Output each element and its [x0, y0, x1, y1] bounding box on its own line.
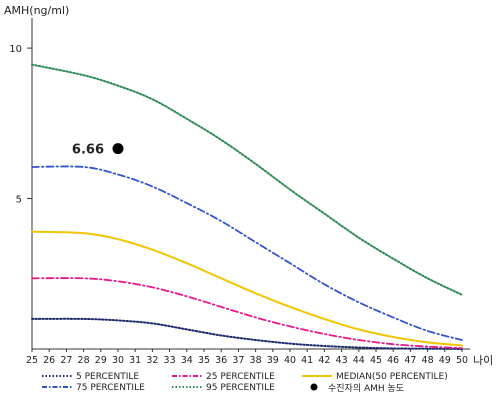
legend-label: 25 PERCENTILE [206, 372, 275, 382]
chart-series-lines [31, 63, 463, 350]
x-tick-label: 31 [129, 355, 141, 366]
x-tick-label: 26 [43, 355, 55, 366]
x-tick-label: 44 [353, 355, 365, 366]
legend-label: MEDIAN(50 PERCENTILE) [336, 372, 448, 382]
x-tick-label: 30 [112, 355, 124, 366]
x-tick-label: 50 [456, 355, 468, 366]
x-tick-label: 40 [284, 355, 296, 366]
x-tick-label: 35 [198, 355, 210, 366]
legend-label: 75 PERCENTILE [76, 383, 145, 393]
series-line-5-percentile [31, 317, 463, 350]
series-line-median-50-percentile [31, 230, 463, 347]
x-tick-label: 46 [387, 355, 399, 366]
legend-label: 95 PERCENTILE [206, 383, 275, 393]
x-tick-label: 41 [301, 355, 313, 366]
x-axis-title: 나이 [473, 354, 493, 367]
series-line-75-percentile [31, 165, 463, 341]
x-tick-label: 42 [318, 355, 330, 366]
x-tick-label: 34 [181, 355, 193, 366]
legend-marker-label: 수진자의 AMH 농도 [328, 383, 404, 394]
x-tick-label: 39 [267, 355, 279, 366]
x-tick-label: 43 [336, 355, 348, 366]
series-line-95-percentile [31, 63, 463, 296]
y-axis-title: AMH(ng/ml) [4, 4, 69, 17]
x-tick-label: 32 [146, 355, 158, 366]
x-tick-label: 38 [250, 355, 262, 366]
x-tick-label: 48 [422, 355, 434, 366]
x-tick-label: 27 [60, 355, 72, 366]
patient-amh-value-label: 6.66 [72, 143, 104, 158]
patient-amh-point [112, 143, 124, 155]
legend-marker-dot [310, 383, 318, 391]
chart-legend: 5 PERCENTILE 25 PERCENTILE MEDIAN(50 PERCE… [42, 372, 448, 394]
y-tick-label: 5 [16, 195, 22, 206]
x-tick-label: 28 [78, 355, 90, 366]
x-tick-label: 29 [95, 355, 107, 366]
x-tick-label: 36 [215, 355, 227, 366]
patient-marker-group: 6.66 [72, 143, 124, 158]
series-line-25-percentile [31, 277, 463, 349]
y-tick-label: 10 [9, 44, 22, 55]
x-tick-label: 33 [164, 355, 176, 366]
x-tick-label: 49 [439, 355, 451, 366]
legend-label: 5 PERCENTILE [76, 372, 139, 382]
x-tick-label: 37 [232, 355, 244, 366]
x-tick-label: 25 [26, 355, 38, 366]
x-tick-label: 45 [370, 355, 382, 366]
x-tick-label: 47 [404, 355, 416, 366]
chart-axes: AMH(ng/ml) 나이 [4, 4, 493, 367]
chart-ticks: 5 10 25 26 27 28 29 30 31 32 33 34 35 36 37 38 39 40 41 42 4… [9, 44, 468, 366]
